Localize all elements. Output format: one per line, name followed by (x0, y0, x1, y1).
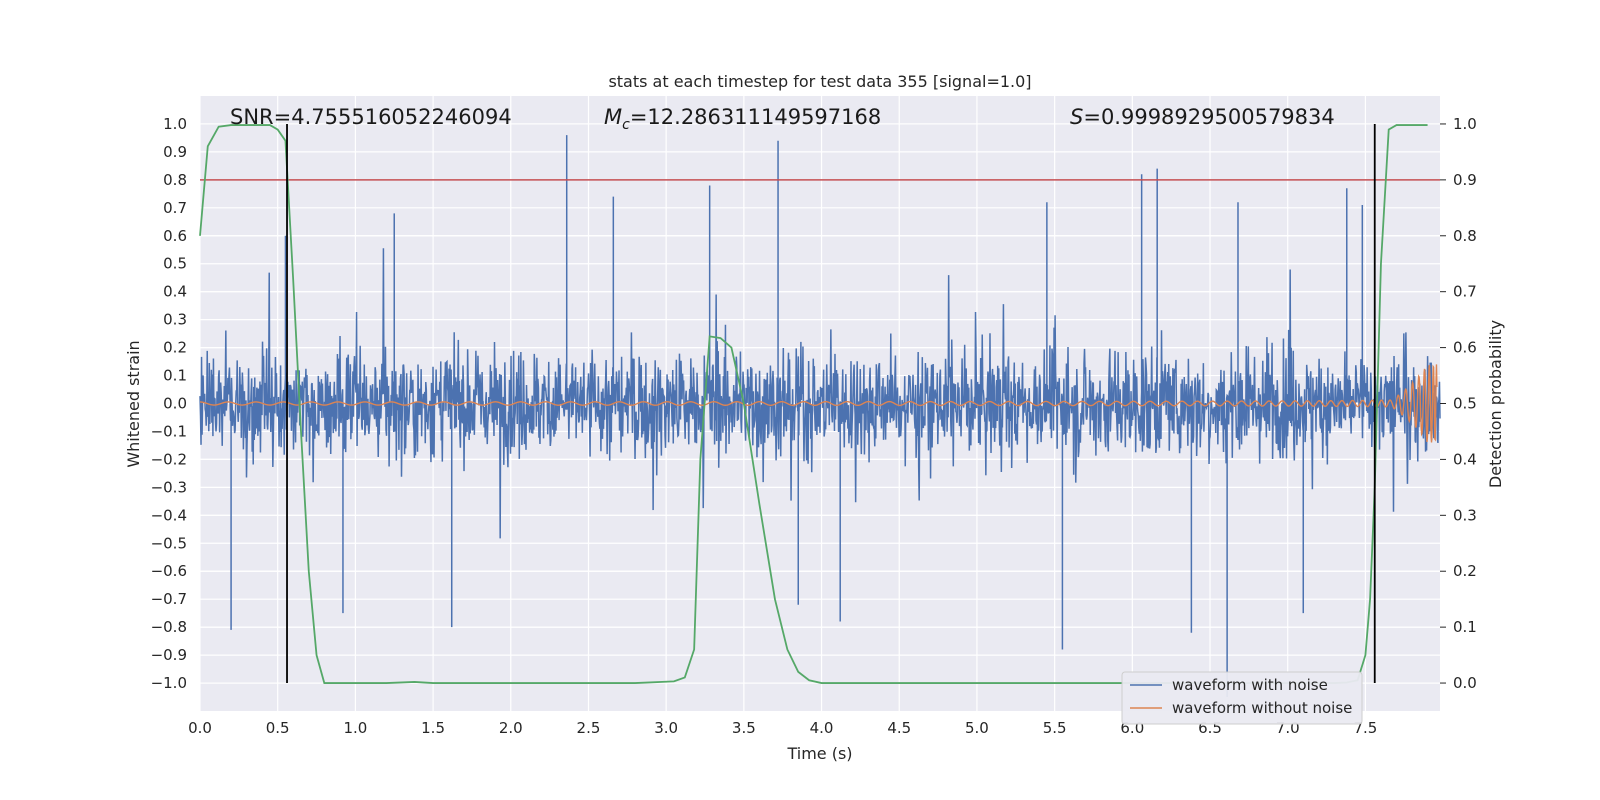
legend-entry-clean: waveform without noise (1172, 699, 1352, 717)
y2-tick-label: 0.7 (1453, 283, 1477, 301)
annotation-mc-value: =12.286311149597168 (630, 105, 881, 129)
y-tick-label: 0.9 (163, 143, 187, 161)
x-tick-label: 2.0 (499, 719, 523, 737)
x-tick-label: 0.5 (266, 719, 290, 737)
x-tick-label: 3.5 (732, 719, 756, 737)
y2-tick-label: 0.9 (1453, 171, 1477, 189)
x-tick-label: 3.0 (654, 719, 678, 737)
y-tick-label: −0.7 (151, 590, 187, 608)
y2-tick-label: 0.5 (1453, 395, 1477, 413)
y-tick-label: −0.6 (151, 562, 187, 580)
y-axis-label: Whitened strain (124, 340, 143, 467)
annotation-snr: SNR=4.755516052246094 (230, 105, 512, 129)
y-tick-label: 0.2 (163, 339, 187, 357)
y-tick-label: 0.1 (163, 367, 187, 385)
x-tick-label: 5.0 (965, 719, 989, 737)
y2-tick-label: 0.4 (1453, 450, 1477, 468)
y-tick-label: 0.6 (163, 227, 187, 245)
y-tick-label: −0.8 (151, 618, 187, 636)
x-tick-label: 1.5 (421, 719, 445, 737)
x-tick-label: 0.0 (188, 719, 212, 737)
y-tick-label: −0.2 (151, 450, 187, 468)
y-tick-label: −0.3 (151, 478, 187, 496)
y-tick-label: 0.7 (163, 199, 187, 217)
y2-tick-label: 0.3 (1453, 506, 1477, 524)
x-tick-label: 5.5 (1043, 719, 1067, 737)
y2-tick-label: 0.0 (1453, 674, 1477, 692)
y2-tick-label: 1.0 (1453, 115, 1477, 133)
y-tick-label: 1.0 (163, 115, 187, 133)
y-tick-label: 0.5 (163, 255, 187, 273)
annotation-s-symbol: S (1070, 105, 1083, 129)
y-tick-label: −0.9 (151, 646, 187, 664)
annotation-mc-subscript: c (622, 117, 630, 133)
y-tick-label: 0.0 (163, 395, 187, 413)
series-area (199, 135, 1441, 698)
axes: 0.0 0.5 1.0 1.5 2.0 2.5 3.0 3.5 4.0 4.5 5.0 5.5 6.0 6… (151, 115, 1477, 737)
y2-axis-label: Detection probability (1486, 320, 1505, 488)
annotation-mc: Mc=12.286311149597168 (604, 105, 881, 133)
x-tick-label: 2.5 (577, 719, 601, 737)
y-tick-label: 0.8 (163, 171, 187, 189)
y-tick-label: −0.5 (151, 534, 187, 552)
x-tick-label: 4.5 (887, 719, 911, 737)
y2-tick-label: 0.8 (1453, 227, 1477, 245)
annotation-s-value: =0.9998929500579834 (1083, 105, 1334, 129)
y-tick-label: 0.3 (163, 311, 187, 329)
y-tick-label: −0.4 (151, 506, 187, 524)
legend-box (1121, 671, 1363, 725)
chart-title: stats at each timestep for test data 355… (608, 72, 1031, 91)
annotation-mc-symbol: M (604, 105, 622, 129)
legend-entry-noise: waveform with noise (1172, 676, 1328, 694)
x-axis-label: Time (s) (786, 744, 852, 763)
y-tick-label: 0.4 (163, 283, 187, 301)
x-tick-label: 4.0 (810, 719, 834, 737)
legend: waveform with noise waveform without noi… (1121, 671, 1363, 725)
series-waveform-with-noise (199, 135, 1441, 698)
y2-tick-label: 0.6 (1453, 339, 1477, 357)
series-waveform-without-noise (199, 364, 1438, 443)
y-tick-label: −0.1 (151, 422, 187, 440)
y2-tick-label: 0.2 (1453, 562, 1477, 580)
y2-tick-label: 0.1 (1453, 618, 1477, 636)
annotation-s: S=0.9998929500579834 (1070, 105, 1335, 129)
x-tick-label: 1.0 (343, 719, 367, 737)
y-tick-label: −1.0 (151, 674, 187, 692)
